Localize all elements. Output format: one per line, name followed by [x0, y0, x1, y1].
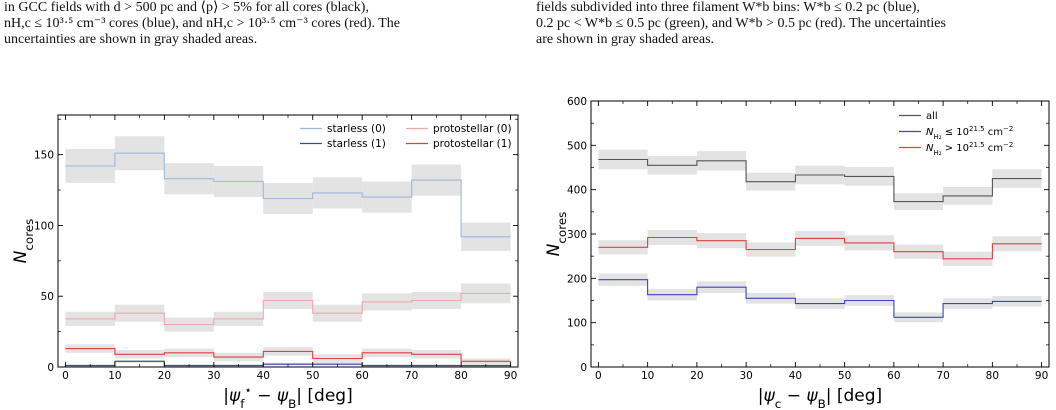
series-line-starless-0: [65, 152, 511, 238]
y-axis-label: Ncores: [11, 219, 36, 264]
x-tick-label: 20: [690, 370, 703, 382]
x-tick-label: 40: [257, 370, 270, 382]
y-tick-label: 400: [567, 185, 587, 197]
series-line-nh2-10-21-5-cm-2: [598, 236, 1042, 260]
legend-label: NH₂ > 1021.5 cm−2: [926, 141, 1013, 157]
chart-panel-1: 0 10 20 30 40 50 60 70 80 90 0 50 100 150 |ψf⋆ − ψB| […: [11, 114, 519, 410]
x-tick-label: 0: [595, 370, 602, 382]
x-axis-label: |ψc − ψB| [deg]: [758, 386, 882, 410]
x-tick-label: 60: [887, 370, 900, 382]
x-tick-label: 80: [986, 370, 999, 382]
x-tick-label: 70: [936, 370, 949, 382]
y-tick-label: 600: [567, 96, 587, 108]
y-axis-label: Ncores: [544, 212, 569, 257]
caption-line: fields subdivided into three filament W*…: [536, 0, 920, 15]
caption-line: uncertainties are shown in gray shaded a…: [4, 32, 258, 47]
y-tick-label: 200: [567, 273, 587, 285]
y-tick-label: 100: [34, 220, 54, 232]
x-tick-label: 90: [1035, 370, 1048, 382]
y-tick-label: 150: [34, 150, 54, 162]
caption-right: fields subdivided into three filament W*…: [536, 0, 1048, 48]
x-tick-label: 90: [504, 370, 517, 382]
legend-label: starless (0): [327, 123, 386, 135]
caption-left: in GCC fields with d > 500 pc and ⟨p⟩ > …: [4, 0, 524, 48]
legend-label: NH₂ ≤ 1021.5 cm−2: [926, 125, 1013, 141]
y-tick-label: 100: [567, 318, 587, 330]
legend-label: all: [926, 111, 938, 122]
x-tick-label: 30: [207, 370, 220, 382]
x-tick-label: 10: [641, 370, 654, 382]
y-tick-label: 0: [47, 362, 54, 374]
legend-label: protostellar (1): [433, 138, 512, 150]
x-tick-label: 80: [454, 370, 467, 382]
x-axis-label: |ψf⋆ − ψB| [deg]: [223, 383, 352, 410]
series-line-protostellar-0: [65, 292, 511, 326]
caption-line: nH,c ≤ 10³·⁵ cm⁻³ cores (blue), and nH,c…: [4, 16, 401, 31]
x-tick-label: 20: [158, 370, 171, 382]
legend-label: protostellar (0): [433, 123, 512, 135]
y-tick-label: 0: [580, 362, 587, 374]
x-tick-label: 60: [356, 370, 369, 382]
series-line-protostellar-1: [65, 348, 511, 362]
x-tick-label: 40: [789, 370, 802, 382]
y-tick-label: 50: [41, 291, 54, 303]
series-line-nh2-10-21-5-cm-2: [598, 279, 1042, 318]
caption-line: in GCC fields with d > 500 pc and ⟨p⟩ > …: [4, 0, 369, 15]
chart-panel-2: 0 10 20 30 40 50 60 70 80 90 0 100 200 300 400 500 600 |ψ…: [544, 96, 1050, 410]
x-tick-label: 50: [838, 370, 851, 382]
x-tick-label: 10: [108, 370, 121, 382]
x-tick-label: 0: [62, 370, 69, 382]
series-line-all: [598, 158, 1042, 203]
y-tick-label: 500: [567, 140, 587, 152]
x-tick-label: 70: [405, 370, 418, 382]
legend-label: starless (1): [327, 138, 386, 150]
y-tick-label: 300: [567, 229, 587, 241]
caption-line: are shown in gray shaded areas.: [536, 32, 715, 47]
caption-line: 0.2 pc < W*b ≤ 0.5 pc (green), and W*b >…: [536, 16, 946, 31]
legend: starless (0) starless (1) protostellar (0)…: [300, 123, 512, 150]
x-tick-label: 50: [306, 370, 319, 382]
x-tick-label: 30: [739, 370, 752, 382]
